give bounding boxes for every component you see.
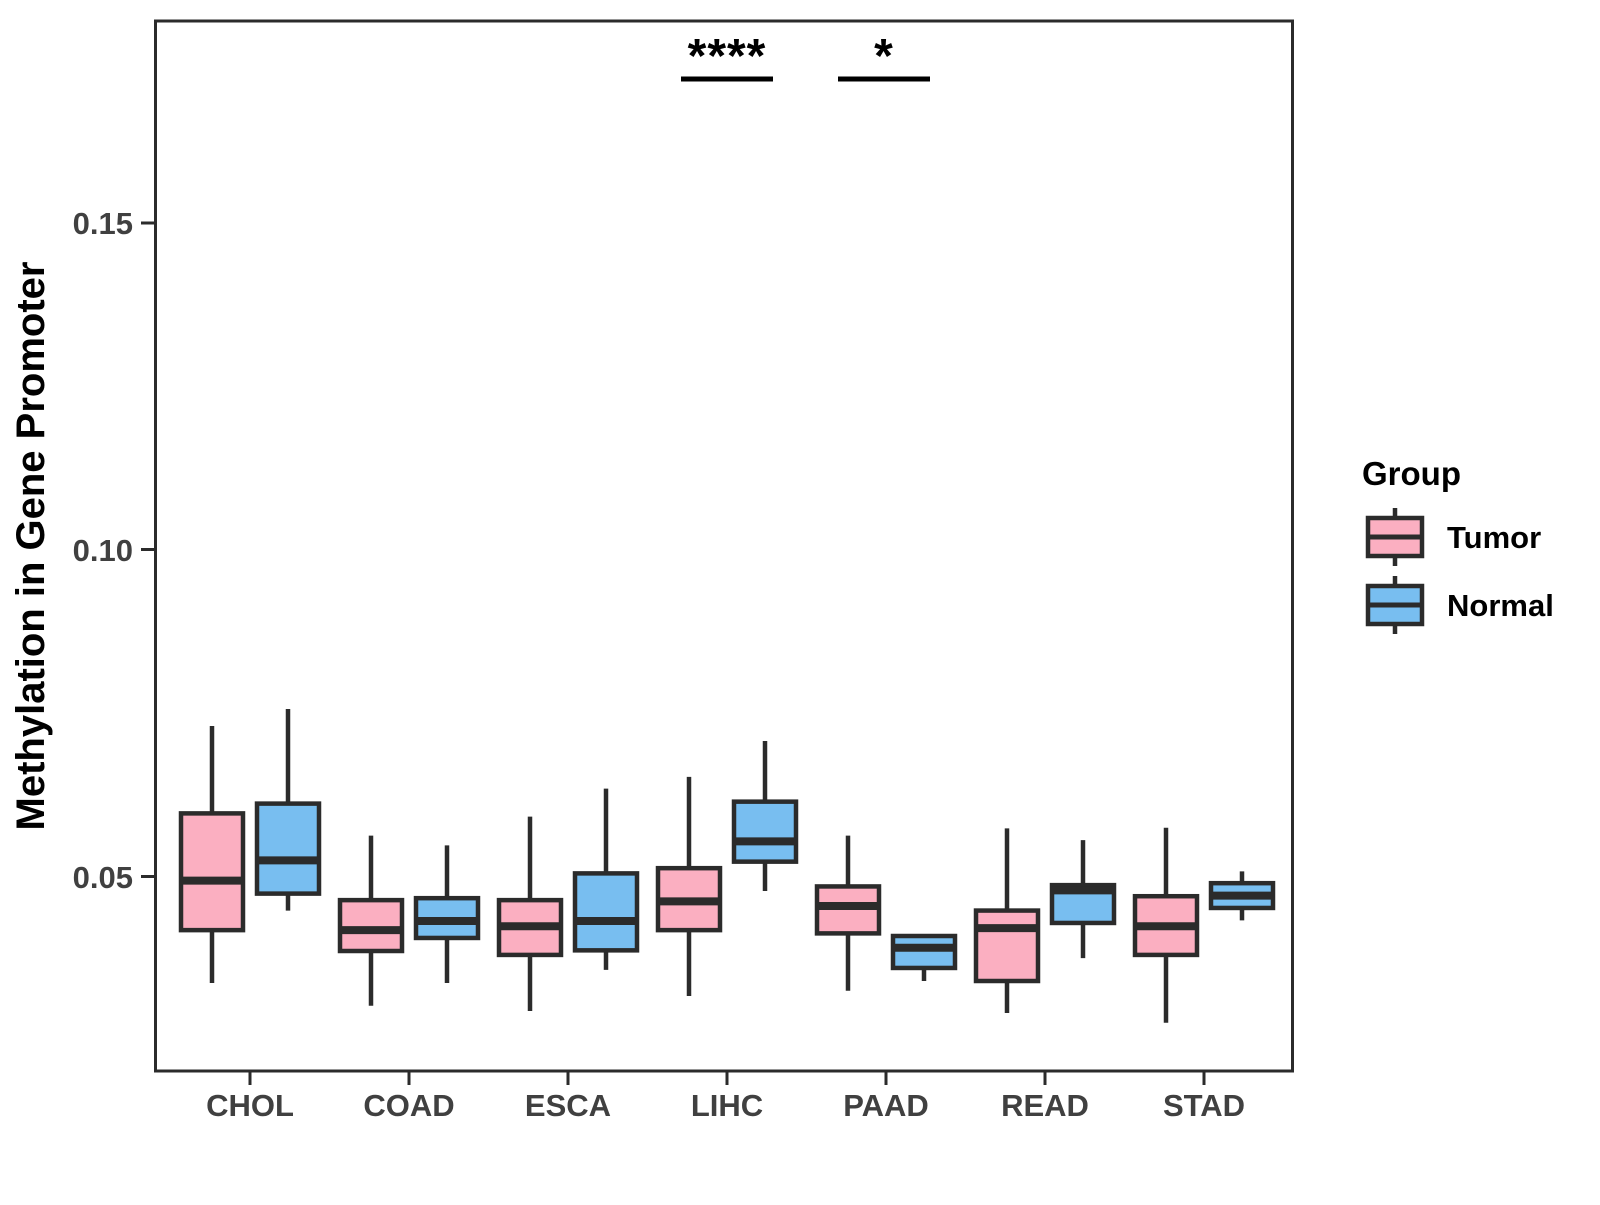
- x-tick-label-lihc: LIHC: [691, 1088, 763, 1123]
- boxplot-coad-tumor: [337, 835, 405, 1006]
- legend-label-tumor: Tumor: [1447, 520, 1541, 555]
- legend-key-normal: Normal: [1365, 576, 1554, 634]
- boxplot-esca-tumor: [496, 816, 564, 1011]
- legend-title: Group: [1362, 455, 1461, 492]
- iqr-box: [572, 871, 640, 953]
- x-tick-label-stad: STAD: [1163, 1088, 1245, 1123]
- boxplot-coad-normal: [413, 845, 481, 983]
- iqr-box: [337, 897, 405, 954]
- boxplot-read-tumor: [973, 828, 1041, 1013]
- x-tick-label-read: READ: [1001, 1088, 1089, 1123]
- x-tick-label-paad: PAAD: [843, 1088, 929, 1123]
- y-axis-title: Methylation in Gene Promoter: [9, 262, 53, 831]
- x-tick-label-esca: ESCA: [525, 1088, 611, 1123]
- boxplot-stad-normal: [1208, 871, 1276, 921]
- plot-panel: [154, 19, 1294, 1073]
- boxplot-lihc-tumor: [655, 776, 723, 996]
- boxplot-paad-tumor: [814, 835, 882, 991]
- iqr-box: [890, 933, 958, 971]
- x-tick-label-chol: CHOL: [206, 1088, 294, 1123]
- significance-stars-paad: *: [874, 30, 894, 83]
- boxplot-chol-tumor: [178, 726, 246, 983]
- boxplot-stad-tumor: [1132, 827, 1200, 1023]
- iqr-box: [731, 799, 799, 864]
- iqr-box: [178, 811, 246, 933]
- boxplot-lihc-normal: [731, 741, 799, 891]
- boxplot-series-group: [178, 709, 1276, 1023]
- iqr-box: [973, 908, 1041, 984]
- significance-stars-lihc: ****: [688, 30, 767, 83]
- boxplot-read-normal: [1049, 840, 1117, 959]
- y-tick-label-015: 0.15: [73, 206, 133, 241]
- boxplot-paad-normal: [890, 933, 958, 981]
- y-tick-label-005: 0.05: [73, 860, 133, 895]
- iqr-box: [254, 801, 322, 896]
- legend-key-tumor: Tumor: [1365, 508, 1541, 566]
- legend: Group Tumor Normal: [1362, 455, 1554, 634]
- legend-label-normal: Normal: [1447, 588, 1554, 623]
- y-tick-label-010: 0.10: [73, 533, 133, 568]
- x-tick-label-coad: COAD: [363, 1088, 454, 1123]
- boxplot-esca-normal: [572, 788, 640, 970]
- boxplot-chol-normal: [254, 709, 322, 911]
